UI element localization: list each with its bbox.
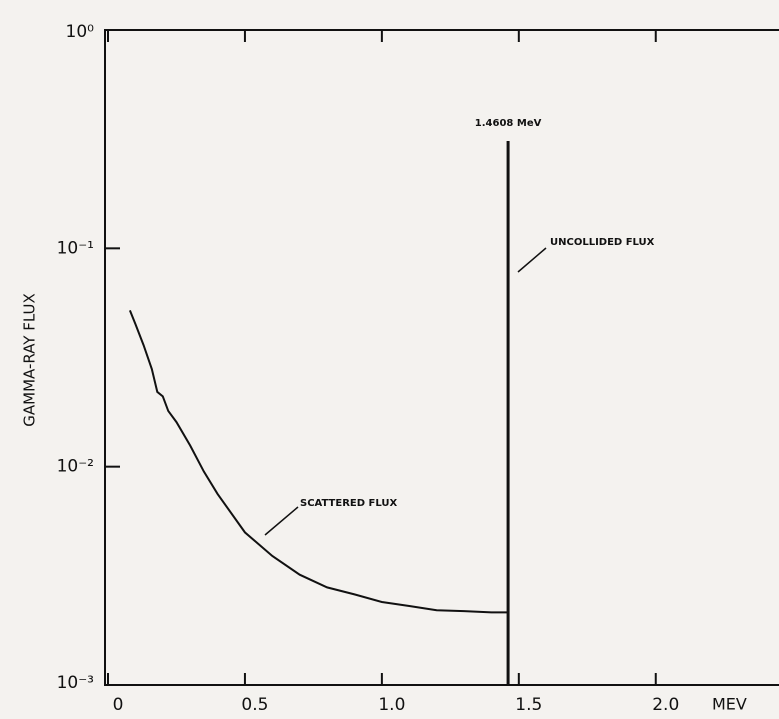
scattered-flux-line: [130, 310, 508, 612]
x-tick-label: 2.0: [652, 695, 679, 715]
y-tick-label: 10⁻³: [57, 673, 94, 693]
y-tick-label: 10⁰: [66, 22, 95, 42]
annotation-leader: [265, 507, 298, 535]
annotation: SCATTERED FLUX: [300, 498, 397, 509]
x-tick-label: 1.0: [378, 695, 405, 715]
plot-frame: [105, 30, 779, 685]
chart: GAMMA-RAY FLUX MEV SCATTERED FLUX UNCOLL…: [0, 0, 779, 719]
x-tick-label: 0.5: [241, 695, 268, 715]
y-tick-label: 10⁻¹: [57, 238, 94, 258]
x-tick-label: 1.5: [515, 695, 542, 715]
annotation-leader: [518, 248, 546, 272]
x-tick-label: 0: [113, 695, 124, 715]
y-tick-label: 10⁻²: [57, 457, 94, 477]
page: {"chart_data": {"type": "line", "y_label…: [0, 0, 779, 719]
x-axis-label: MEV: [712, 695, 747, 714]
peak-label: 1.4608 MeV: [475, 118, 542, 129]
annotation: UNCOLLIDED FLUX: [550, 237, 655, 248]
y-axis-label: GAMMA-RAY FLUX: [21, 293, 39, 426]
